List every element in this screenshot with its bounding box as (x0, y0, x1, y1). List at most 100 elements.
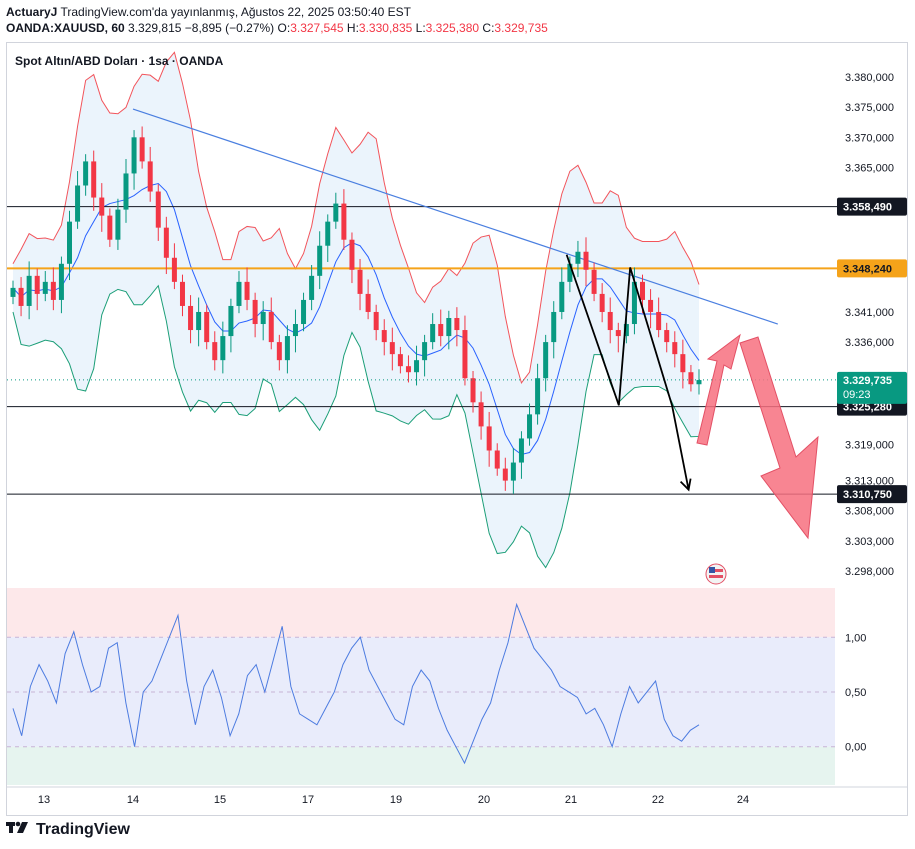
candle-body (357, 269, 363, 294)
candle-body (34, 275, 40, 294)
price-change: −8,895 (−0.27%) (184, 21, 275, 35)
osc-oversold-zone (7, 746, 835, 785)
descending-trendline (132, 108, 778, 325)
candle-body (155, 191, 161, 228)
candle-body (349, 239, 355, 270)
time-tick-label: 21 (565, 794, 577, 806)
osc-overbought-zone (7, 588, 835, 638)
candle-body (236, 281, 242, 306)
ohlc-l: 3.325,380 (425, 21, 480, 35)
chart-title: Spot Altın/ABD Doları · 1sa · OANDA (15, 54, 224, 68)
candle-body (389, 342, 395, 355)
candle-body (470, 378, 476, 403)
time-tick-label: 17 (302, 794, 314, 806)
candle-body (99, 197, 105, 216)
ohlc-h-label: H: (346, 21, 359, 35)
level-label-box (837, 197, 907, 216)
candle-body (397, 354, 403, 367)
countdown-text: 09:23 (843, 389, 871, 401)
price-tick-label: 3.308,000 (845, 506, 894, 518)
time-tick-label: 19 (390, 794, 402, 806)
time-tick-label: 13 (38, 794, 50, 806)
candle-body (623, 324, 629, 337)
level-label-box (837, 259, 907, 278)
candle-body (317, 245, 323, 276)
bollinger-upper-line (12, 51, 700, 384)
pattern-zigzag-line (565, 254, 690, 490)
candle-body (26, 275, 32, 306)
time-tick-label: 20 (478, 794, 490, 806)
candle-body (696, 380, 702, 385)
candle-body (648, 299, 654, 312)
candle-body (10, 287, 16, 297)
candle-body (188, 305, 194, 331)
oscillator-line (12, 602, 700, 765)
level-label-text: 3.348,240 (843, 263, 892, 275)
author-name[interactable]: ActuaryJ (6, 5, 58, 19)
ohlc-h: 3.330,835 (358, 21, 413, 35)
chart-header: ActuaryJ TradingView.com'da yayınlanmış,… (6, 4, 548, 36)
bollinger-lower-line (12, 284, 700, 569)
ohlc-o-label: O: (277, 21, 291, 35)
candle-body (518, 438, 524, 463)
tradingview-footer[interactable]: TradingView (6, 820, 130, 839)
candle-body (309, 275, 315, 300)
candle-body (220, 336, 226, 361)
candle-body (260, 311, 266, 325)
osc-tick-label: 0,50 (845, 687, 866, 699)
level-label-text: 3.325,280 (843, 402, 892, 414)
price-tick-label: 3.375,000 (845, 102, 894, 114)
candle-body (228, 305, 234, 337)
price-tick-label: 3.341,000 (845, 307, 894, 319)
candle-body (42, 281, 48, 294)
candle-body (131, 137, 137, 174)
price-tick-label: 3.370,000 (845, 132, 894, 144)
candle-body (325, 221, 331, 246)
symbol-label[interactable]: OANDA:XAUUSD, 60 (6, 21, 125, 35)
candle-body (58, 263, 64, 300)
candle-body (341, 203, 347, 240)
ohlc-c: 3.329,735 (494, 21, 548, 35)
candle-body (50, 281, 56, 300)
us-flag-canton (709, 567, 715, 573)
price-tick-label: 3.380,000 (845, 72, 894, 84)
candle-body (615, 330, 621, 337)
candle-body (66, 221, 72, 264)
candle-body (147, 161, 153, 192)
price-tick-label: 3.319,000 (845, 439, 894, 451)
pattern-arrowhead (679, 478, 692, 492)
candle-body (438, 324, 444, 337)
candle-body (405, 366, 411, 373)
candle-body (163, 227, 169, 258)
level-label-box (837, 485, 907, 504)
candle-body (543, 342, 549, 379)
level-label-text: 3.358,490 (843, 202, 892, 214)
price-chart[interactable]: 1,00 0,50 0,00 3.380,000 3.375,000 3.370,000 3… (7, 43, 907, 815)
chart-frame[interactable]: 1,00 0,50 0,00 3.380,000 3.375,000 3.370,000 3… (6, 42, 908, 816)
candle-body (631, 281, 637, 325)
last-price: 3.329,815 (128, 21, 182, 35)
candle-body (583, 251, 589, 270)
price-tick-label: 3.336,000 (845, 337, 894, 349)
candle-body (373, 311, 379, 331)
candle-body (414, 360, 420, 373)
candle-body (640, 281, 646, 300)
projection-down-arrow (739, 336, 819, 540)
candle-body (204, 311, 210, 343)
candle-body (422, 342, 428, 361)
last-price-text: 3.329,735 (843, 375, 892, 387)
candle-body (559, 281, 565, 312)
candle-body (656, 311, 662, 331)
ohlc-c-label: C: (482, 21, 495, 35)
candle-body (680, 354, 686, 373)
publish-info: TradingView.com'da yayınlanmış, Ağustos … (60, 5, 411, 19)
candle-body (462, 330, 468, 379)
candle-body (494, 450, 500, 469)
candle-body (430, 324, 436, 343)
candle-body (551, 311, 557, 343)
candle-body (333, 203, 339, 222)
candle-body (75, 185, 81, 222)
candle-body (292, 324, 298, 337)
osc-tick-label: 1,00 (845, 632, 866, 644)
candle-body (454, 318, 460, 331)
